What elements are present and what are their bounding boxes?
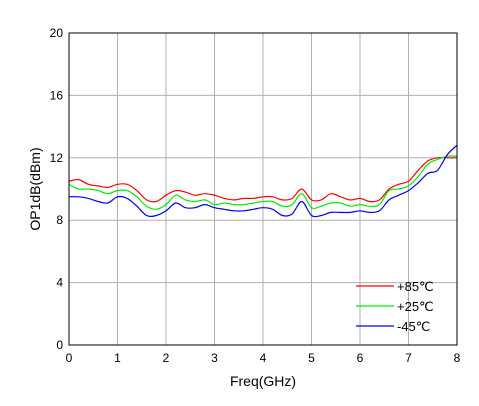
- series-line-2: [68, 144, 458, 218]
- series-lines: [68, 144, 458, 218]
- y-tick-label: 0: [56, 338, 63, 352]
- x-tick-label: 7: [405, 351, 412, 365]
- x-tick-label: 4: [260, 351, 267, 365]
- x-tick-label: 2: [163, 351, 170, 365]
- x-tick-label: 1: [114, 351, 121, 365]
- x-tick-labels: 0 1 2 3 4 5 6 7 8: [66, 351, 461, 365]
- grid: [69, 33, 457, 345]
- y-tick-labels: 0 4 8 12 16 20: [50, 26, 64, 352]
- x-tick-label: 3: [211, 351, 218, 365]
- legend-label: +25℃: [397, 299, 434, 314]
- x-tick-label: 6: [357, 351, 364, 365]
- legend-label: -45℃: [397, 319, 430, 334]
- x-tick-label: 5: [308, 351, 315, 365]
- series-line-0: [68, 156, 457, 203]
- y-tick-label: 12: [50, 151, 64, 165]
- y-tick-label: 16: [50, 88, 64, 102]
- series-line-1: [68, 155, 458, 210]
- plot-frame: [68, 32, 458, 346]
- y-axis-label: OP1dB(dBm): [27, 147, 43, 230]
- y-tick-label: 8: [56, 213, 63, 227]
- x-tick-label: 0: [66, 351, 73, 365]
- legend: +85℃ +25℃ -45℃: [356, 279, 434, 334]
- x-tick-label: 8: [454, 351, 461, 365]
- legend-label: +85℃: [397, 279, 434, 294]
- y-tick-label: 4: [56, 276, 63, 290]
- y-tick-label: 20: [50, 26, 64, 40]
- x-axis-label: Freq(GHz): [230, 373, 296, 389]
